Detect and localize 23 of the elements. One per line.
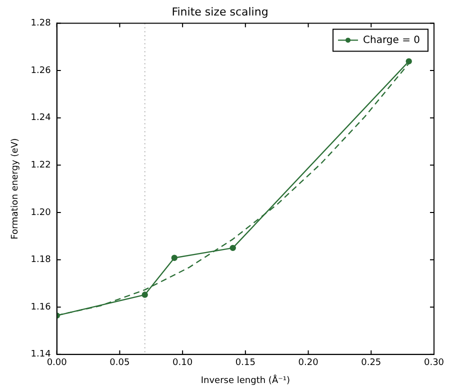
x-tick-label: 0.10 bbox=[172, 358, 193, 368]
point bbox=[142, 292, 148, 298]
point bbox=[230, 244, 236, 252]
y-tick-label: 1.22 bbox=[30, 160, 51, 170]
x-tick-label: 0.30 bbox=[424, 358, 444, 368]
x-tick-label: 0.20 bbox=[298, 358, 319, 368]
x-axis-title: Inverse length (Å⁻¹) bbox=[200, 374, 290, 386]
y-tick-label: 1.14 bbox=[30, 350, 52, 360]
x-tick-label: 0.05 bbox=[110, 358, 130, 368]
y-tick-label: 1.28 bbox=[30, 18, 52, 29]
x-tick-label: 0.25 bbox=[361, 358, 382, 368]
y-tick-label: 1.18 bbox=[30, 255, 52, 266]
x-tick-label: 0.15 bbox=[235, 358, 256, 368]
y-tick-label: 1.16 bbox=[30, 302, 52, 312]
y-axis-title: Formation energy (eV) bbox=[10, 138, 21, 240]
y-tick-label: 1.24 bbox=[30, 113, 52, 124]
x-tick-label: 0.00 bbox=[46, 358, 68, 368]
chart-title: Finite size scaling bbox=[172, 5, 268, 18]
y-tick-label: 1.26 bbox=[30, 66, 52, 76]
legend-label: Charge = 0 bbox=[363, 34, 420, 46]
point bbox=[171, 254, 178, 261]
point bbox=[406, 58, 412, 64]
y-tick-label: 1.20 bbox=[30, 208, 52, 218]
